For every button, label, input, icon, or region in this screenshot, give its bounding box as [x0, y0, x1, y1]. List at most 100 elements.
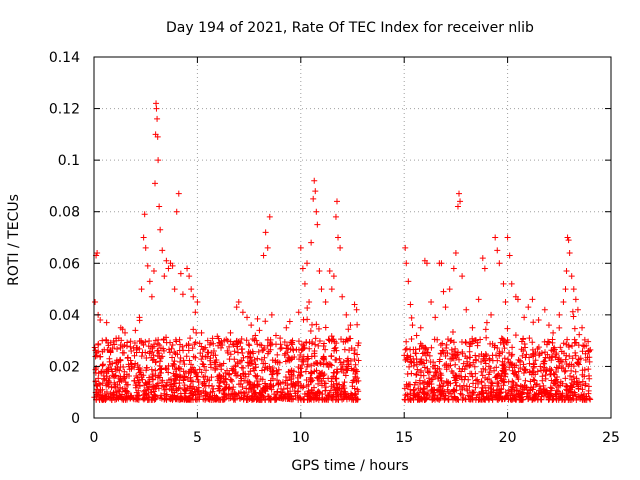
data-point [297, 373, 304, 380]
data-point [499, 335, 506, 342]
data-point [190, 396, 197, 403]
data-point [521, 382, 528, 389]
data-point [119, 343, 126, 350]
data-point [494, 247, 501, 254]
data-point [353, 306, 360, 313]
data-point [493, 352, 500, 359]
data-point [320, 342, 327, 349]
data-point [472, 352, 479, 359]
data-point [152, 358, 159, 365]
data-point [180, 357, 187, 364]
data-point [502, 393, 509, 400]
data-point [401, 396, 408, 403]
data-point [449, 329, 456, 336]
data-point [147, 389, 154, 396]
data-point [217, 340, 224, 347]
data-point [312, 341, 319, 348]
data-point [188, 377, 195, 384]
data-point [304, 361, 311, 368]
data-point [198, 329, 205, 336]
data-point [536, 350, 543, 357]
data-point [264, 350, 271, 357]
data-point [168, 345, 175, 352]
data-point [252, 372, 259, 379]
data-point [95, 341, 102, 348]
data-point [487, 340, 494, 347]
data-point [407, 346, 414, 353]
data-point [443, 366, 450, 373]
data-point [167, 381, 174, 388]
data-point [268, 311, 275, 318]
data-point [99, 348, 106, 355]
data-point [235, 298, 242, 305]
data-point [168, 381, 175, 388]
data-point [472, 356, 479, 363]
data-point [483, 319, 490, 326]
data-point [535, 317, 542, 324]
data-point [509, 367, 516, 374]
data-point [109, 368, 116, 375]
data-point [256, 390, 263, 397]
data-point [557, 357, 564, 364]
data-point [466, 362, 473, 369]
data-point [208, 364, 215, 371]
data-point [308, 239, 315, 246]
data-point [111, 392, 118, 399]
data-point [482, 374, 489, 381]
data-point [402, 244, 409, 251]
data-point [408, 359, 415, 366]
data-point [493, 364, 500, 371]
data-point [564, 234, 571, 241]
data-point [473, 394, 480, 401]
data-point [301, 344, 308, 351]
data-point [169, 396, 176, 403]
data-point [308, 353, 315, 360]
data-point [457, 390, 464, 397]
data-point [335, 234, 342, 241]
data-point [159, 377, 166, 384]
data-point [190, 293, 197, 300]
data-point [567, 388, 574, 395]
data-point [489, 357, 496, 364]
data-point [201, 382, 208, 389]
data-point [434, 387, 441, 394]
data-point [188, 361, 195, 368]
data-point [558, 359, 565, 366]
data-point [569, 343, 576, 350]
data-point [127, 343, 134, 350]
data-point [190, 391, 197, 398]
data-point [252, 364, 259, 371]
data-point [191, 388, 198, 395]
data-point [496, 394, 503, 401]
data-point [432, 314, 439, 321]
data-point [585, 338, 592, 345]
data-point [226, 384, 233, 391]
y-tick-label: 0.12 [49, 102, 80, 118]
data-point [146, 278, 153, 285]
data-point [505, 378, 512, 385]
data-point [335, 396, 342, 403]
data-point [585, 387, 592, 394]
data-point [423, 357, 430, 364]
data-point [345, 326, 352, 333]
data-point [203, 395, 210, 402]
data-point [549, 336, 556, 343]
data-point [247, 354, 254, 361]
data-point [258, 356, 265, 363]
data-point [525, 304, 532, 311]
data-point [295, 394, 302, 401]
data-point [176, 336, 183, 343]
data-point [579, 367, 586, 374]
data-point [303, 377, 310, 384]
data-point [316, 377, 323, 384]
data-point [209, 383, 216, 390]
data-point [254, 341, 261, 348]
data-point [452, 379, 459, 386]
data-point [202, 344, 209, 351]
data-point [184, 375, 191, 382]
x-tick-label: 0 [90, 430, 99, 446]
data-point [126, 366, 133, 373]
data-point [569, 308, 576, 315]
data-point [118, 337, 125, 344]
data-point [105, 364, 112, 371]
